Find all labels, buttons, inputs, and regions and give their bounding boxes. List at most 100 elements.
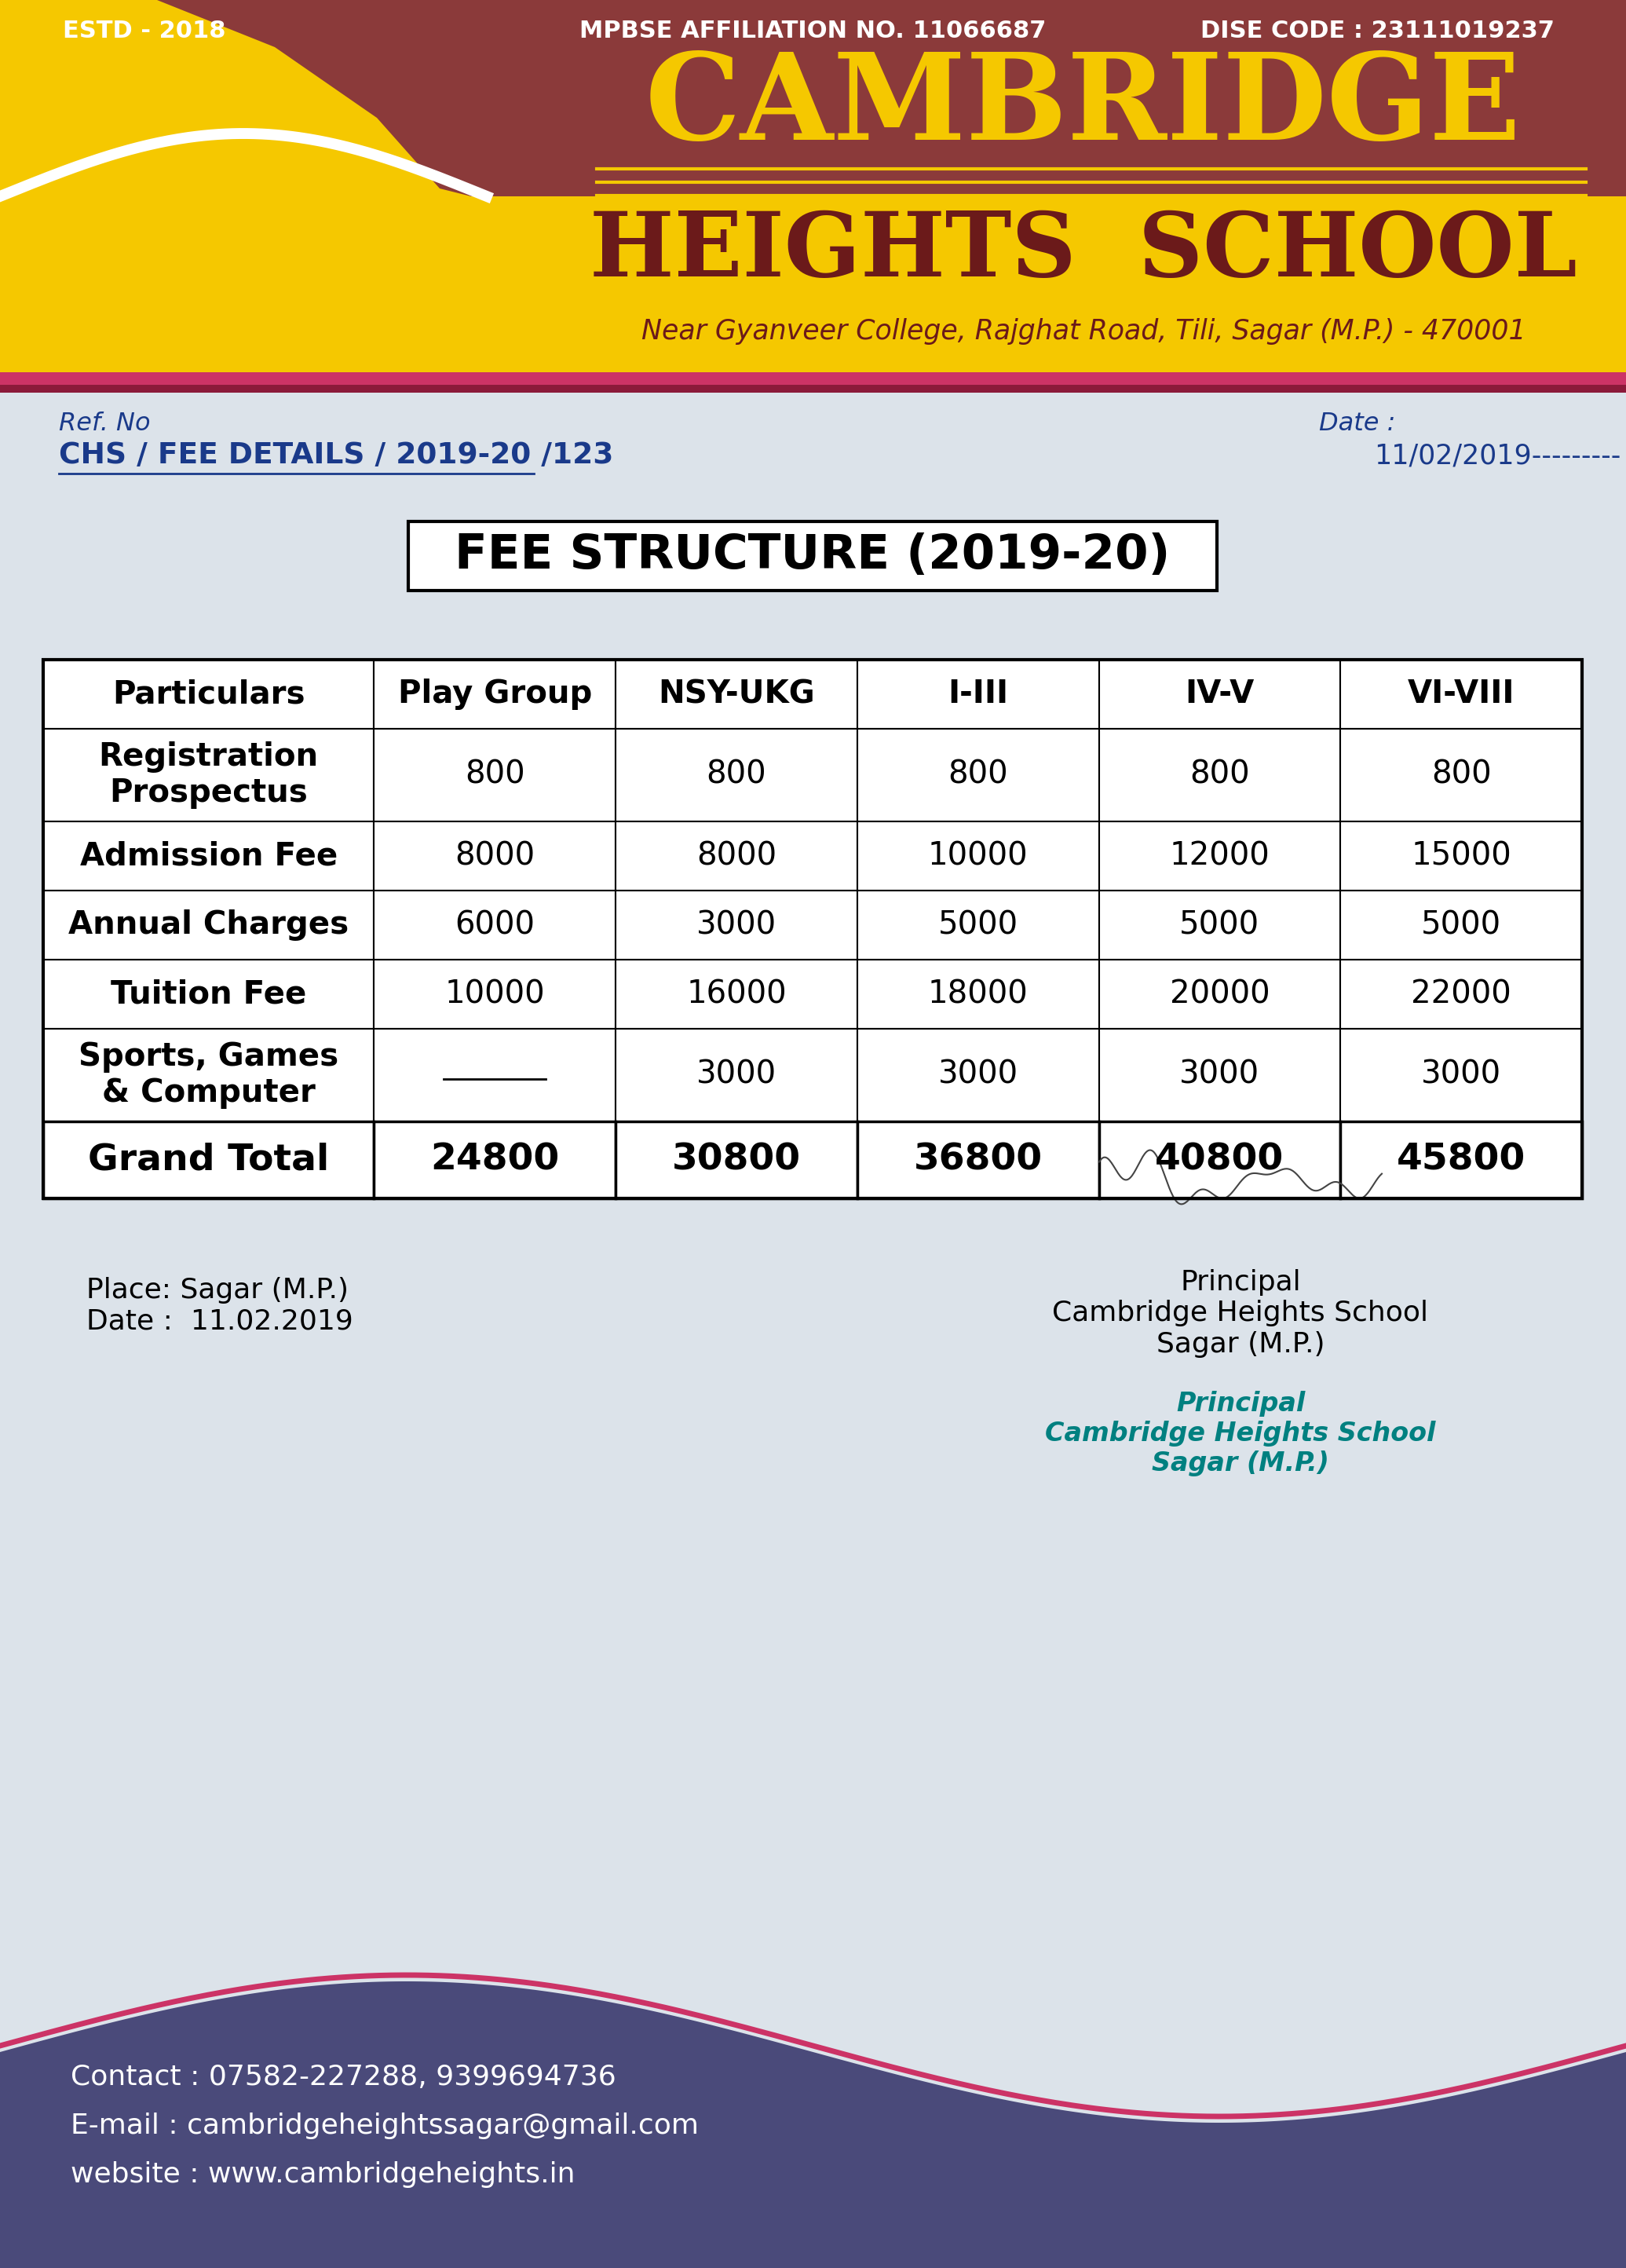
FancyBboxPatch shape [1340,1120,1582,1198]
Text: Annual Charges: Annual Charges [68,909,350,941]
FancyBboxPatch shape [1340,728,1582,821]
Text: 800: 800 [1190,760,1250,792]
FancyBboxPatch shape [374,728,616,821]
Text: Principal
Cambridge Heights School
Sagar (M.P.): Principal Cambridge Heights School Sagar… [1052,1270,1429,1359]
Text: FEE STRUCTURE (2019-20): FEE STRUCTURE (2019-20) [455,533,1171,578]
FancyBboxPatch shape [1099,1030,1340,1120]
FancyBboxPatch shape [0,197,1626,376]
FancyBboxPatch shape [857,1120,1099,1198]
FancyBboxPatch shape [1099,821,1340,891]
FancyBboxPatch shape [44,821,374,891]
Text: 10000: 10000 [928,839,1028,871]
Text: Grand Total: Grand Total [88,1143,328,1177]
Text: CHS / FEE DETAILS / 2019-20 /123: CHS / FEE DETAILS / 2019-20 /123 [59,442,613,469]
Text: NSY-UKG: NSY-UKG [659,678,815,710]
Text: 800: 800 [706,760,766,792]
FancyBboxPatch shape [44,1120,374,1198]
FancyBboxPatch shape [1099,728,1340,821]
FancyBboxPatch shape [857,959,1099,1030]
Text: 800: 800 [1431,760,1491,792]
Text: 36800: 36800 [914,1143,1042,1177]
Text: CAMBRIDGE: CAMBRIDGE [646,48,1522,166]
Text: Registration
Prospectus: Registration Prospectus [99,742,319,810]
FancyBboxPatch shape [616,959,857,1030]
Text: 45800: 45800 [1397,1143,1525,1177]
FancyBboxPatch shape [1340,821,1582,891]
Text: 12000: 12000 [1169,839,1270,871]
Text: VI-VIII: VI-VIII [1408,678,1515,710]
FancyBboxPatch shape [616,660,857,728]
Polygon shape [0,0,472,376]
FancyBboxPatch shape [374,660,616,728]
FancyBboxPatch shape [408,522,1216,590]
Text: IV-V: IV-V [1185,678,1254,710]
FancyBboxPatch shape [374,891,616,959]
FancyBboxPatch shape [0,0,1626,376]
Polygon shape [0,1982,1626,2268]
Text: 8000: 8000 [696,839,777,871]
FancyBboxPatch shape [1340,891,1582,959]
FancyBboxPatch shape [616,821,857,891]
Text: 8000: 8000 [455,839,535,871]
FancyBboxPatch shape [1340,959,1582,1030]
Text: 30800: 30800 [672,1143,802,1177]
FancyBboxPatch shape [857,891,1099,959]
FancyBboxPatch shape [857,821,1099,891]
Text: Near Gyanveer College, Rajghat Road, Tili, Sagar (M.P.) - 470001: Near Gyanveer College, Rajghat Road, Til… [641,318,1525,345]
Text: 6000: 6000 [455,909,535,941]
FancyBboxPatch shape [1340,1030,1582,1120]
Text: 3000: 3000 [1179,1059,1260,1091]
Text: 5000: 5000 [1179,909,1260,941]
Text: 5000: 5000 [938,909,1018,941]
Text: 40800: 40800 [1154,1143,1285,1177]
FancyBboxPatch shape [374,821,616,891]
Text: Admission Fee: Admission Fee [80,839,338,871]
Text: HEIGHTS  SCHOOL: HEIGHTS SCHOOL [590,209,1577,295]
Text: 3000: 3000 [696,1059,777,1091]
FancyBboxPatch shape [1099,891,1340,959]
Text: 3000: 3000 [696,909,777,941]
Text: Principal
Cambridge Heights School
Sagar (M.P.): Principal Cambridge Heights School Sagar… [1046,1390,1436,1476]
FancyBboxPatch shape [374,1120,616,1198]
FancyBboxPatch shape [44,891,374,959]
FancyBboxPatch shape [44,959,374,1030]
Text: 18000: 18000 [928,978,1028,1009]
FancyBboxPatch shape [857,660,1099,728]
Text: Play Group: Play Group [398,678,592,710]
FancyBboxPatch shape [1099,660,1340,728]
Text: I-III: I-III [948,678,1008,710]
Text: 16000: 16000 [686,978,787,1009]
Text: Contact : 07582-227288, 9399694736: Contact : 07582-227288, 9399694736 [70,2064,616,2091]
Text: 10000: 10000 [446,978,545,1009]
Text: Ref. No: Ref. No [59,413,151,435]
FancyBboxPatch shape [374,959,616,1030]
FancyBboxPatch shape [374,1030,616,1120]
Text: website : www.cambridgeheights.in: website : www.cambridgeheights.in [70,2161,576,2189]
Text: 22000: 22000 [1411,978,1512,1009]
Text: DISE CODE : 23111019237: DISE CODE : 23111019237 [1200,20,1554,43]
Text: 3000: 3000 [938,1059,1018,1091]
Text: ESTD - 2018: ESTD - 2018 [63,20,226,43]
FancyBboxPatch shape [0,386,1626,392]
Text: 800: 800 [465,760,525,792]
FancyBboxPatch shape [1340,660,1582,728]
Text: MPBSE AFFILIATION NO. 11066687: MPBSE AFFILIATION NO. 11066687 [579,20,1046,43]
Text: 20000: 20000 [1169,978,1270,1009]
Text: 5000: 5000 [1421,909,1501,941]
FancyBboxPatch shape [857,1030,1099,1120]
Text: 11/02/2019---------: 11/02/2019--------- [1374,442,1621,469]
FancyBboxPatch shape [1099,1120,1340,1198]
FancyBboxPatch shape [616,1030,857,1120]
Text: 800: 800 [948,760,1008,792]
FancyBboxPatch shape [1099,959,1340,1030]
Text: 3000: 3000 [1421,1059,1501,1091]
FancyBboxPatch shape [616,728,857,821]
FancyBboxPatch shape [0,372,1626,386]
Text: E-mail : cambridgeheightssagar@gmail.com: E-mail : cambridgeheightssagar@gmail.com [70,2112,699,2139]
Text: Date :: Date : [1319,413,1395,435]
FancyBboxPatch shape [616,891,857,959]
FancyBboxPatch shape [44,660,374,728]
Text: Sports, Games
& Computer: Sports, Games & Computer [78,1041,338,1109]
Text: 24800: 24800 [431,1143,559,1177]
Text: 15000: 15000 [1411,839,1512,871]
